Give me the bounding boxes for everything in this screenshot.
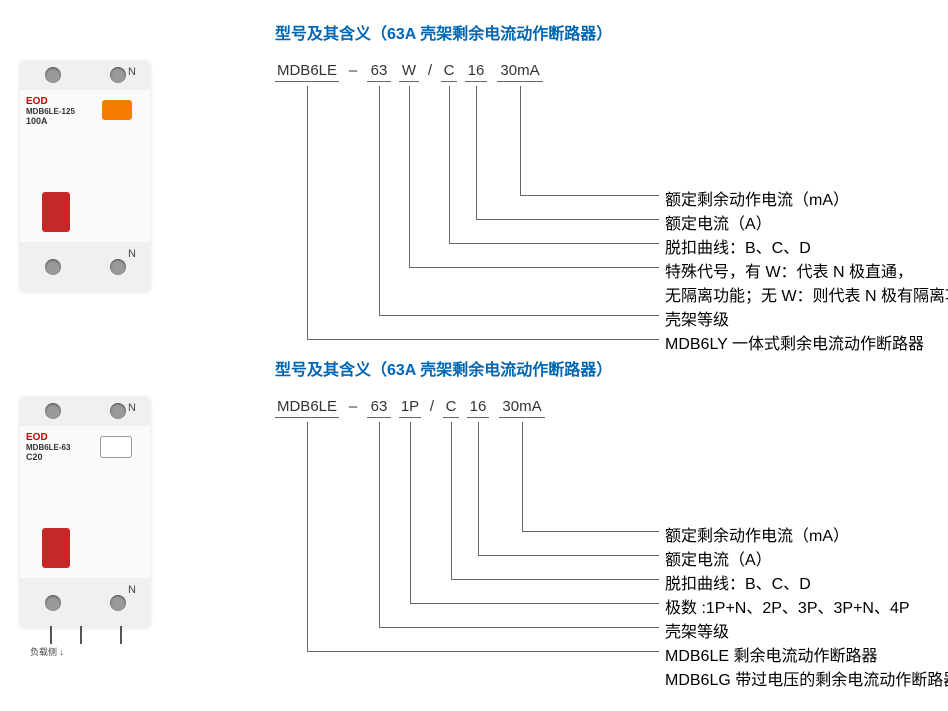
connector-hline [522, 531, 659, 532]
switch-handle [42, 192, 70, 232]
description-line: 壳架等级 [665, 618, 729, 642]
connector-hline [307, 339, 659, 340]
connector-vline [410, 422, 411, 603]
description-line: 脱扣曲线：B、C、D [665, 570, 811, 594]
connector-vline [379, 86, 380, 315]
connector-vline [409, 86, 410, 267]
description-line: 额定剩余动作电流（mA） [665, 522, 849, 546]
connector-vline [307, 422, 308, 651]
code-segment: C [443, 398, 459, 418]
test-button-2 [100, 436, 132, 458]
bracket-zone-1: 额定剩余动作电流（mA）额定电流（A）脱扣曲线：B、C、D特殊代号，有 W：代表… [275, 86, 928, 316]
connector-vline [451, 422, 452, 579]
breaker-device-1: N EOD MDB6LE-125 100A N [20, 60, 150, 290]
code-segment: MDB6LE [275, 62, 339, 82]
connector-hline [409, 267, 659, 268]
code-segment: / [425, 62, 435, 81]
connector-vline [307, 86, 308, 339]
code-segment: 1P [399, 398, 421, 418]
code-segment: MDB6LE [275, 398, 339, 418]
code-line-2: MDB6LE–63 1P / C 16 30mA [275, 398, 928, 422]
connector-vline [476, 86, 477, 219]
code-segment: / [427, 398, 437, 417]
product-image-2: N EOD MDB6LE-63 C20 N 负载侧 ↓ [20, 396, 170, 626]
n-label-bot-2: N [128, 584, 136, 596]
description-line: 额定电流（A） [665, 546, 772, 570]
bracket-zone-2: 额定剩余动作电流（mA）额定电流（A）脱扣曲线：B、C、D极数 :1P+N、2P… [275, 422, 928, 622]
section-1: N EOD MDB6LE-125 100A N 型号及其含义（63A 壳架剩余电… [20, 20, 928, 316]
description-line: 脱扣曲线：B、C、D [665, 234, 811, 258]
section-title-2: 型号及其含义（63A 壳架剩余电流动作断路器） [275, 356, 928, 380]
code-segment: 30mA [497, 62, 543, 82]
connector-vline [478, 422, 479, 555]
code-segment: 63 [367, 62, 391, 82]
n-label-bot: N [128, 248, 136, 260]
product-image-1: N EOD MDB6LE-125 100A N [20, 60, 170, 290]
code-line-1: MDB6LE–63 W / C 16 30mA [275, 62, 928, 86]
n-label-top-2: N [128, 402, 136, 414]
code-segment: C [441, 62, 457, 82]
description-line-extra: MDB6LG 带过电压的剩余电流动作断路器 [665, 666, 948, 690]
connector-hline [379, 627, 659, 628]
connector-hline [410, 603, 659, 604]
code-segment: 16 [467, 398, 489, 418]
connector-hline [307, 651, 659, 652]
description-line: MDB6LY 一体式剩余电流动作断路器 [665, 330, 924, 354]
connector-hline [478, 555, 659, 556]
description-line: 额定剩余动作电流（mA） [665, 186, 849, 210]
code-segment: 30mA [499, 398, 545, 418]
connector-hline [451, 579, 659, 580]
description-line: 极数 :1P+N、2P、3P、3P+N、4P [665, 594, 910, 618]
description-line: 壳架等级 [665, 306, 729, 330]
connector-vline [520, 86, 521, 195]
section-2: N EOD MDB6LE-63 C20 N 负载侧 ↓ 型号及其含义（63A 壳… [20, 356, 928, 626]
code-segment: W [399, 62, 419, 82]
connector-hline [449, 243, 659, 244]
description-line: MDB6LE 剩余电流动作断路器 [665, 642, 877, 666]
diagram-2: 型号及其含义（63A 壳架剩余电流动作断路器） MDB6LE–63 1P / C 16 3… [170, 356, 928, 622]
breaker-device-2: N EOD MDB6LE-63 C20 N 负载侧 ↓ [20, 396, 150, 626]
load-label: 负载侧 ↓ [30, 645, 64, 658]
code-segment: – [347, 398, 359, 417]
code-segment: 63 [367, 398, 391, 418]
code-segment: 16 [465, 62, 487, 82]
description-line-extra: 无隔离功能；无 W：则代表 N 极有隔离功能 [665, 282, 948, 306]
description-line: 特殊代号，有 W：代表 N 极直通， [665, 258, 913, 282]
section-title-1: 型号及其含义（63A 壳架剩余电流动作断路器） [275, 20, 928, 44]
switch-handle-2 [42, 528, 70, 568]
n-label-top: N [128, 66, 136, 78]
diagram-1: 型号及其含义（63A 壳架剩余电流动作断路器） MDB6LE–63 W / C 16 30… [170, 20, 928, 316]
test-button [102, 100, 132, 120]
connector-vline [522, 422, 523, 531]
connector-vline [379, 422, 380, 627]
connector-hline [520, 195, 659, 196]
connector-vline [449, 86, 450, 243]
connector-hline [379, 315, 659, 316]
code-segment: – [347, 62, 359, 81]
connector-hline [476, 219, 659, 220]
description-line: 额定电流（A） [665, 210, 772, 234]
